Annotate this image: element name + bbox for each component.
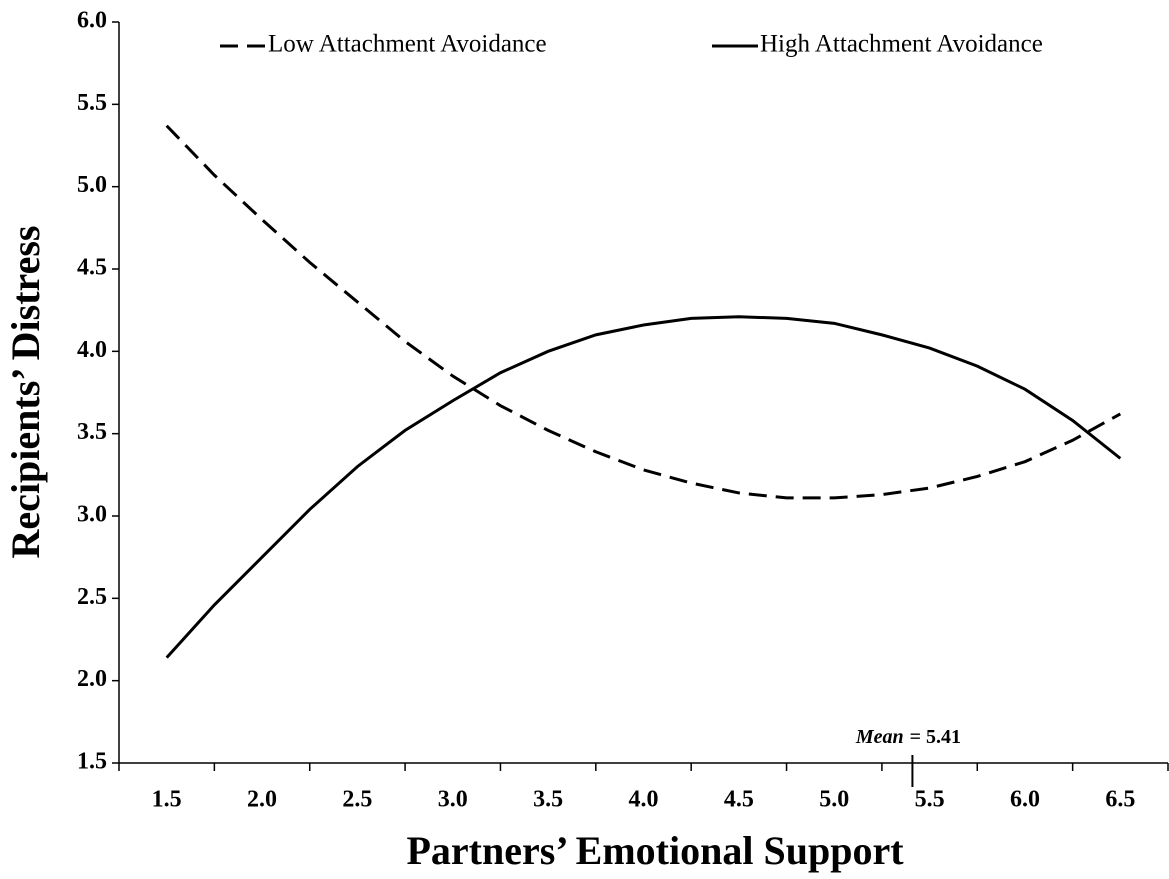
- y-tick-label: 1.5: [77, 749, 107, 775]
- x-tick-label: 6.0: [1010, 787, 1040, 813]
- y-tick-label: 4.0: [77, 337, 107, 363]
- x-tick-label: 6.5: [1105, 787, 1135, 813]
- y-axis-title: Recipients’ Distress: [3, 226, 48, 559]
- line-series: [165, 315, 1122, 659]
- mean-annotation: Mean = 5.41: [855, 726, 961, 748]
- x-tick-label: 2.0: [247, 787, 277, 813]
- line-series: [165, 124, 1122, 500]
- y-tick-label: 4.5: [77, 255, 107, 281]
- legend: Low Attachment Avoidance High Attachment …: [220, 31, 1043, 58]
- x-axis-title: Partners’ Emotional Support: [406, 828, 904, 873]
- y-tick-label: 5.5: [77, 90, 107, 116]
- mean-label: Mean: [855, 726, 904, 748]
- x-tick-label: 2.5: [342, 787, 372, 813]
- y-tick-label: 3.0: [77, 502, 107, 528]
- y-tick-label: 6.0: [77, 8, 107, 34]
- x-tick-label: 4.0: [629, 787, 659, 813]
- x-tick-label: 3.5: [533, 787, 563, 813]
- x-tick-label: 5.0: [819, 787, 849, 813]
- x-tick-label: 4.5: [724, 787, 754, 813]
- y-tick-label: 5.0: [77, 172, 107, 198]
- x-tick-label: 5.5: [915, 787, 945, 813]
- y-tick-label: 3.5: [77, 419, 107, 445]
- x-tick-label: 3.0: [438, 787, 468, 813]
- y-tick-label: 2.5: [77, 584, 107, 610]
- legend-label: Low Attachment Avoidance: [268, 31, 547, 58]
- y-tick-label: 2.0: [77, 666, 107, 692]
- mean-text: = 5.41: [910, 726, 961, 748]
- x-tick-label: 1.5: [152, 787, 182, 813]
- legend-label: High Attachment Avoidance: [760, 31, 1043, 58]
